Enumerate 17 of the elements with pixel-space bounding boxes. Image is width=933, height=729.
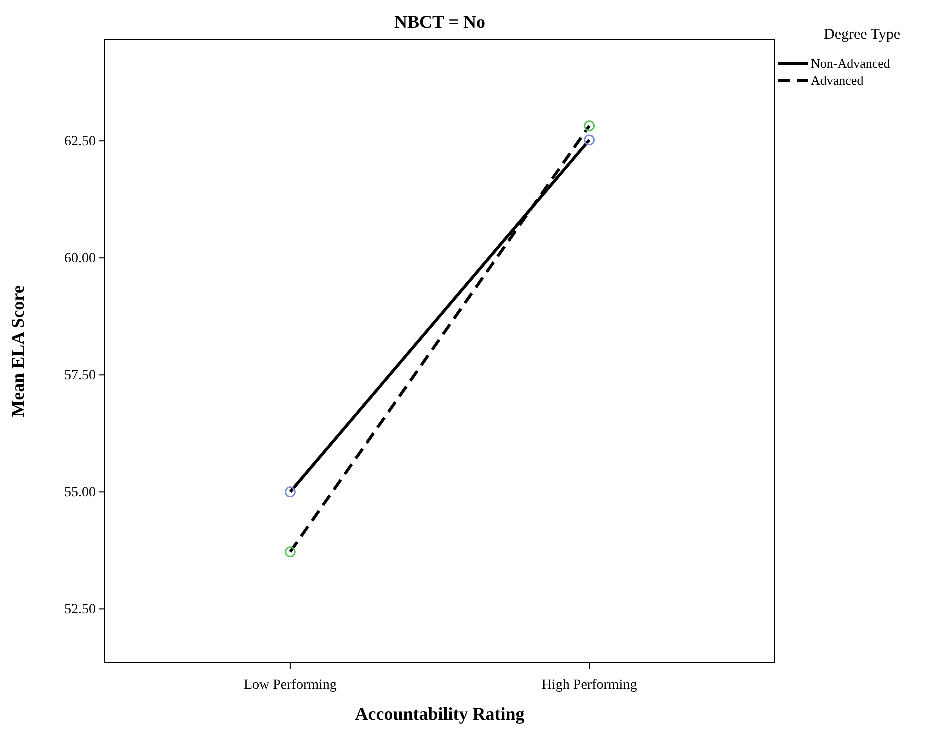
y-tick-label: 52.50 (64, 602, 96, 618)
x-tick-label: High Performing (542, 678, 638, 693)
point (584, 134, 596, 146)
chart-title: NBCT = No (394, 12, 486, 32)
y-tick-label: 55.00 (64, 486, 96, 501)
y-tick-label: 62.50 (64, 134, 96, 150)
point (284, 486, 296, 498)
y-tick-label: 57.50 (64, 368, 96, 384)
y-axis-title: Mean ELA Score (8, 286, 28, 418)
x-axis-title: Accountability Rating (355, 704, 525, 724)
point (584, 120, 596, 132)
y-tick-label: 60.00 (64, 252, 96, 267)
x-tick-label: Low Performing (244, 678, 337, 693)
legend-title: Degree Type (824, 27, 901, 43)
legend-label: Non-Advanced (811, 56, 891, 71)
point (284, 546, 296, 558)
legend-label: Advanced (811, 73, 864, 88)
